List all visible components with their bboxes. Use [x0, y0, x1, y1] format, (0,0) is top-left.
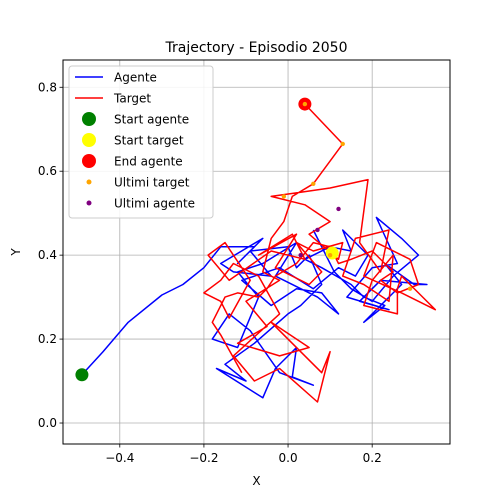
- scatter-layer: [75, 97, 413, 382]
- chart-title: Trajectory - Episodio 2050: [165, 40, 348, 56]
- series-layer: [81, 103, 437, 403]
- legend-label-agente: Agente: [114, 71, 157, 85]
- legend: Agente Target Start agente Start target End …: [68, 65, 214, 219]
- agente-line: [81, 216, 428, 399]
- ultimi-target-point: [407, 286, 413, 291]
- legend-swatch-ultimi-agente: [86, 200, 92, 206]
- ultimi-agente-point: [336, 206, 341, 212]
- ultimi-target-point: [302, 101, 308, 107]
- y-tick-label: 0.8: [38, 80, 57, 94]
- legend-label-target: Target: [113, 92, 151, 106]
- legend-label-ultimi-agente: Ultimi agente: [114, 197, 195, 211]
- y-tick-label: 0.4: [38, 248, 57, 262]
- start-agente-point: [75, 368, 89, 382]
- y-tick-label: 0.2: [38, 332, 57, 346]
- legend-label-start-agente: Start agente: [114, 113, 189, 127]
- y-axis-label: Y: [9, 248, 23, 257]
- y-tick-label: 0.0: [38, 416, 57, 430]
- legend-label-end-agente: End agente: [114, 155, 183, 169]
- x-axis-label: X: [252, 474, 260, 488]
- y-tick-label: 0.6: [38, 164, 57, 178]
- legend-label-ultimi-target: Ultimi target: [114, 176, 190, 190]
- y-axis-ticks: 0.0 0.2 0.4 0.6 0.8: [38, 80, 63, 430]
- ultimi-agente-point: [315, 227, 320, 233]
- legend-box: [68, 65, 214, 219]
- x-tick-label: −0.4: [105, 451, 134, 465]
- ultimi-target-point: [327, 252, 333, 258]
- plot-frame: [62, 59, 451, 445]
- legend-swatch-ultimi-target: [86, 179, 92, 185]
- x-tick-label: 0.0: [279, 451, 298, 465]
- ultimi-target-point: [340, 141, 345, 147]
- legend-label-start-target: Start target: [114, 134, 184, 148]
- legend-swatch-start-agente: [82, 112, 96, 126]
- ultimi-target-point: [311, 181, 316, 187]
- x-axis-ticks: −0.4 −0.2 0.0 0.2: [105, 444, 382, 465]
- ultimi-target-point: [281, 194, 287, 199]
- target-line: [203, 103, 437, 403]
- legend-swatch-end-agente: [82, 154, 96, 168]
- x-tick-label: 0.2: [363, 451, 382, 465]
- legend-swatch-start-target: [82, 133, 96, 147]
- ultimi-agente-point: [298, 252, 303, 258]
- start-target-point: [325, 246, 339, 260]
- x-tick-label: −0.2: [189, 451, 218, 465]
